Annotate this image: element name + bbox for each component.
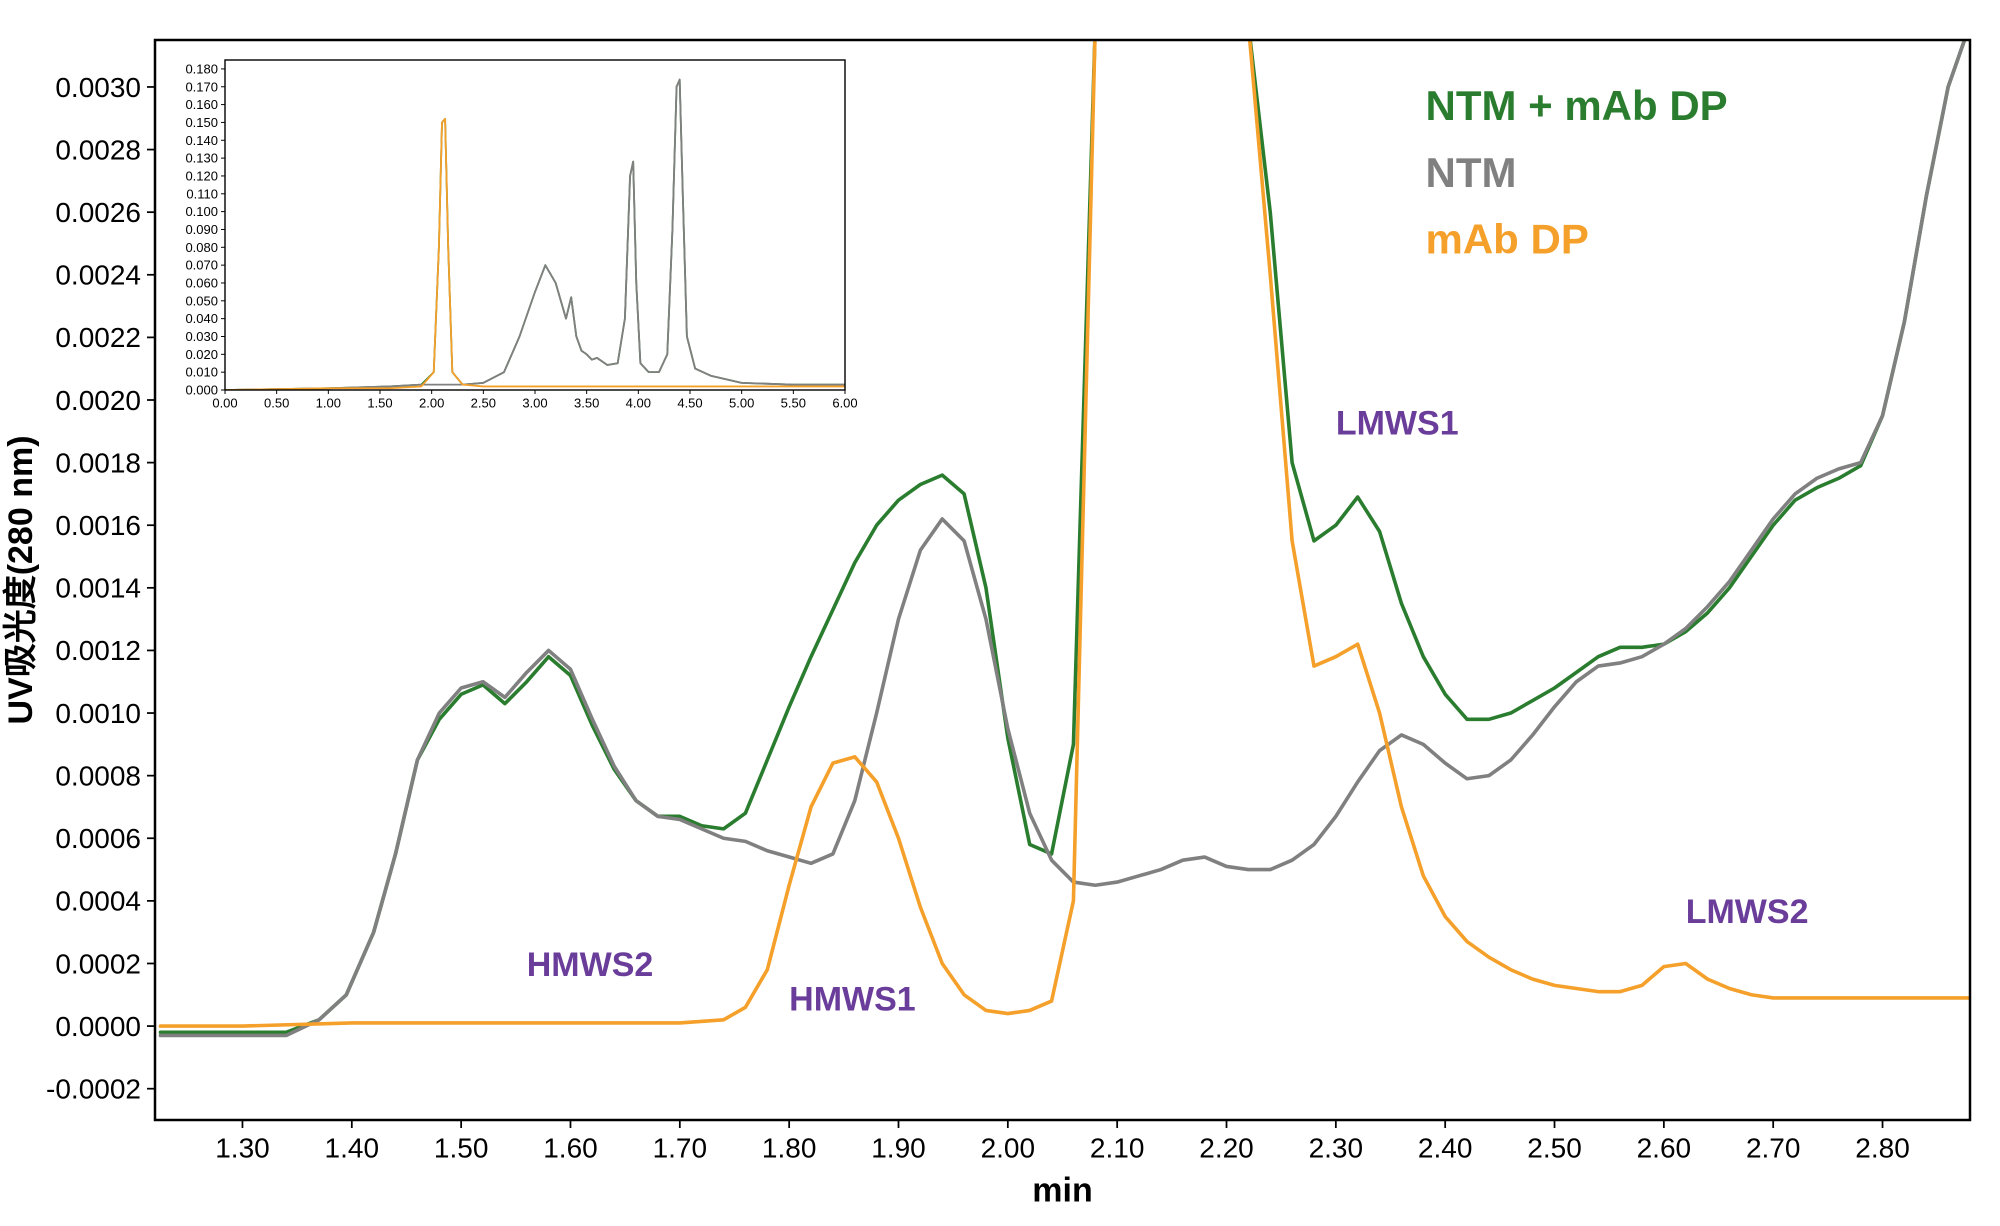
y-tick-label: 0.0018: [55, 447, 141, 478]
x-tick-label: 1.70: [653, 1132, 708, 1163]
y-tick-label: 0.0004: [55, 886, 141, 917]
legend-item: NTM: [1426, 149, 1517, 196]
x-tick-label: 2.30: [1309, 1132, 1364, 1163]
x-tick-label: 2.50: [1527, 1132, 1582, 1163]
y-tick-label: -0.0002: [46, 1073, 141, 1104]
legend-item: NTM + mAb DP: [1426, 82, 1728, 129]
y-tick-label: 0.0010: [55, 698, 141, 729]
y-tick-label: 0.120: [185, 168, 218, 183]
x-tick-label: 2.00: [981, 1132, 1036, 1163]
peak-label: LMWS1: [1336, 404, 1459, 442]
y-tick-label: 0.150: [185, 115, 218, 130]
y-tick-label: 0.130: [185, 151, 218, 166]
y-tick-label: 0.0002: [55, 948, 141, 979]
y-tick-label: 0.070: [185, 258, 218, 273]
y-tick-label: 0.170: [185, 79, 218, 94]
y-tick-label: 0.040: [185, 311, 218, 326]
y-tick-label: 0.010: [185, 365, 218, 380]
y-tick-label: 0.0028: [55, 134, 141, 165]
x-tick-label: 2.50: [471, 396, 496, 411]
peak-label: HMWS1: [789, 980, 916, 1018]
y-tick-label: 0.000: [185, 383, 218, 398]
peak-label: LMWS2: [1686, 893, 1809, 931]
y-tick-label: 0.030: [185, 329, 218, 344]
legend-item: mAb DP: [1426, 216, 1589, 263]
x-axis-label: min: [1032, 1171, 1092, 1209]
y-tick-label: 0.140: [185, 133, 218, 148]
x-tick-label: 3.00: [522, 396, 547, 411]
y-tick-label: 0.180: [185, 61, 218, 76]
x-tick-label: 4.50: [677, 396, 702, 411]
x-tick-label: 1.90: [871, 1132, 926, 1163]
x-tick-label: 4.00: [626, 396, 651, 411]
y-tick-label: 0.0020: [55, 385, 141, 416]
y-axis-label: UV吸光度(280 nm): [2, 435, 40, 724]
y-tick-label: 0.0016: [55, 510, 141, 541]
y-tick-label: 0.080: [185, 240, 218, 255]
x-tick-label: 2.70: [1746, 1132, 1801, 1163]
x-tick-label: 2.20: [1199, 1132, 1254, 1163]
x-tick-label: 2.80: [1855, 1132, 1910, 1163]
x-tick-label: 1.00: [316, 396, 341, 411]
y-tick-label: 0.0012: [55, 635, 141, 666]
x-tick-label: 5.50: [781, 396, 806, 411]
y-tick-label: 0.0030: [55, 72, 141, 103]
y-tick-label: 0.0022: [55, 322, 141, 353]
x-tick-label: 1.60: [543, 1132, 598, 1163]
x-tick-label: 2.40: [1418, 1132, 1473, 1163]
y-tick-label: 0.100: [185, 204, 218, 219]
x-tick-label: 5.00: [729, 396, 754, 411]
x-tick-label: 1.50: [434, 1132, 489, 1163]
x-tick-label: 2.60: [1637, 1132, 1692, 1163]
y-tick-label: 0.110: [186, 186, 218, 201]
x-tick-label: 2.00: [419, 396, 444, 411]
y-tick-label: 0.0024: [55, 260, 141, 291]
x-tick-label: 1.40: [325, 1132, 380, 1163]
x-tick-label: 1.50: [367, 396, 392, 411]
y-tick-label: 0.020: [185, 347, 218, 362]
x-tick-label: 0.50: [264, 396, 289, 411]
y-tick-label: 0.0006: [55, 823, 141, 854]
x-tick-label: 1.30: [215, 1132, 270, 1163]
y-tick-label: 0.090: [185, 222, 218, 237]
y-tick-label: 0.0026: [55, 197, 141, 228]
x-tick-label: 3.50: [574, 396, 599, 411]
y-tick-label: 0.0008: [55, 760, 141, 791]
x-tick-label: 1.80: [762, 1132, 817, 1163]
y-tick-label: 0.060: [185, 276, 218, 291]
x-tick-label: 2.10: [1090, 1132, 1145, 1163]
y-tick-label: 0.0014: [55, 573, 141, 604]
x-tick-label: 0.00: [212, 396, 237, 411]
y-tick-label: 0.0000: [55, 1011, 141, 1042]
peak-label: HMWS2: [527, 946, 654, 984]
chart-svg: 1.30 1.40 1.50 1.60 1.70 1.80 1.90 2.00 2.10 2.20…: [0, 0, 2000, 1226]
y-tick-label: 0.050: [185, 293, 218, 308]
y-tick-label: 0.160: [185, 97, 218, 112]
x-tick-label: 6.00: [832, 396, 857, 411]
chart-stage: 1.30 1.40 1.50 1.60 1.70 1.80 1.90 2.00 2.10 2.20…: [0, 0, 2000, 1226]
